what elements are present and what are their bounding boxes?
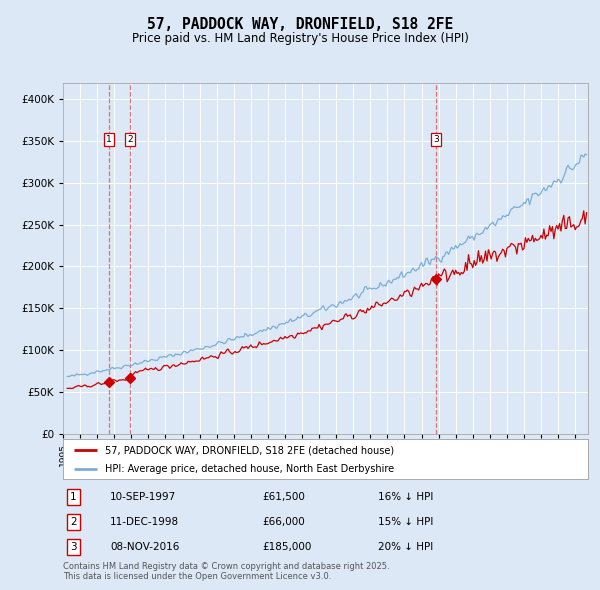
Text: 20% ↓ HPI: 20% ↓ HPI — [378, 542, 433, 552]
Text: £61,500: £61,500 — [263, 492, 305, 502]
Text: Price paid vs. HM Land Registry's House Price Index (HPI): Price paid vs. HM Land Registry's House … — [131, 32, 469, 45]
Text: 1: 1 — [106, 135, 112, 144]
Text: 08-NOV-2016: 08-NOV-2016 — [110, 542, 179, 552]
Text: 57, PADDOCK WAY, DRONFIELD, S18 2FE: 57, PADDOCK WAY, DRONFIELD, S18 2FE — [147, 17, 453, 31]
Text: 10-SEP-1997: 10-SEP-1997 — [110, 492, 176, 502]
Text: 1: 1 — [70, 492, 77, 502]
Text: £185,000: £185,000 — [263, 542, 312, 552]
Text: £66,000: £66,000 — [263, 517, 305, 527]
Text: 2: 2 — [127, 135, 133, 144]
Text: 11-DEC-1998: 11-DEC-1998 — [110, 517, 179, 527]
Text: 16% ↓ HPI: 16% ↓ HPI — [378, 492, 433, 502]
Text: 15% ↓ HPI: 15% ↓ HPI — [378, 517, 433, 527]
Text: 3: 3 — [433, 135, 439, 144]
Text: 2: 2 — [70, 517, 77, 527]
Text: 57, PADDOCK WAY, DRONFIELD, S18 2FE (detached house): 57, PADDOCK WAY, DRONFIELD, S18 2FE (det… — [105, 445, 394, 455]
Text: HPI: Average price, detached house, North East Derbyshire: HPI: Average price, detached house, Nort… — [105, 464, 394, 474]
Text: Contains HM Land Registry data © Crown copyright and database right 2025.
This d: Contains HM Land Registry data © Crown c… — [63, 562, 389, 581]
Text: 3: 3 — [70, 542, 77, 552]
